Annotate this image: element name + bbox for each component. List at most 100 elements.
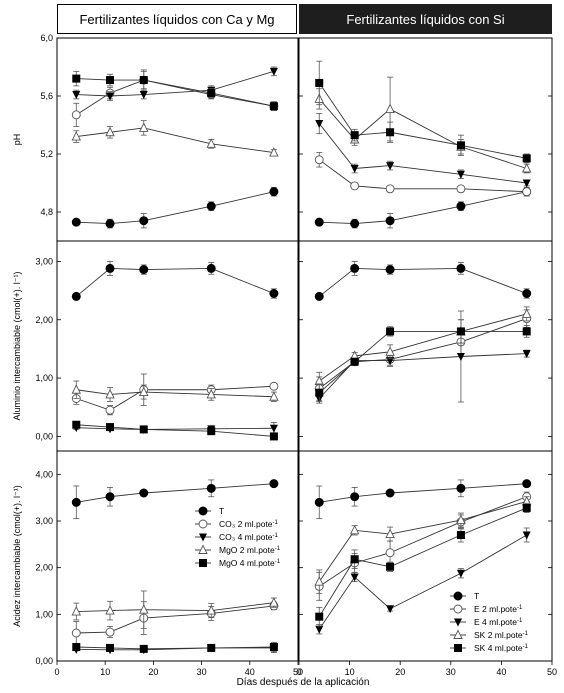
- acid-right-point: [349, 524, 360, 535]
- al-right-point: [385, 265, 395, 275]
- ph-left-point: [269, 67, 278, 76]
- acid-right-frame: [298, 450, 553, 662]
- acid-right-point: [522, 503, 531, 512]
- ph-right-point: [314, 155, 324, 165]
- al-left-ylabel: Aluminio intercambiable (cmol(+). l⁻¹): [12, 271, 22, 420]
- acid-left-point: [105, 627, 115, 637]
- ph-left-point: [71, 110, 81, 120]
- al-left-ytick-label: 1,00: [35, 373, 53, 383]
- acid-right-series-line: [318, 534, 527, 630]
- al-left-series-line: [75, 267, 275, 297]
- ph-right-point: [315, 120, 324, 129]
- al-left-point: [207, 427, 216, 436]
- ph-left-point: [72, 74, 81, 83]
- al-right-point: [314, 291, 324, 301]
- legend-right-label-sup: -1: [523, 644, 529, 650]
- acid-left-frame: [56, 450, 299, 662]
- al-left-point: [139, 425, 148, 434]
- legend-right-label: SK 4 ml.pote-1: [474, 643, 529, 653]
- al-right-point: [350, 357, 359, 366]
- ph-right-frame: [298, 37, 553, 242]
- ph-right-point: [456, 184, 466, 194]
- acid-right-series-line: [318, 500, 527, 582]
- acid-right-point: [386, 562, 395, 571]
- acid-left-point: [106, 643, 115, 652]
- al-right-frame: [298, 240, 553, 452]
- ph-right-point: [314, 217, 324, 227]
- acid-left-ytick-label: 0,00: [35, 656, 53, 666]
- ph-left-point: [139, 76, 148, 85]
- al-left-point: [269, 424, 278, 433]
- al-right-series-line: [318, 353, 527, 399]
- ph-left-ytick-label: 5,6: [40, 91, 53, 101]
- legend-left-sample-marker: [199, 533, 207, 542]
- legend-left-label-sup: -1: [275, 559, 281, 565]
- legend-left-label-sup: -1: [273, 520, 279, 526]
- legend-right-label: T: [474, 591, 479, 601]
- acid-right-point: [385, 548, 395, 558]
- acid-left-point: [72, 643, 81, 651]
- legend-left-label: CO₃ 4 ml.pote-1: [219, 532, 279, 542]
- ph-left-point: [105, 126, 115, 137]
- al-left-ytick-label: 3,00: [35, 256, 53, 266]
- legend-left-label: MgO 4 ml.pote-1: [219, 558, 281, 568]
- header-right: Fertilizantes líquidos con Si: [299, 4, 552, 34]
- acid-left-xtick-label: 50: [293, 667, 303, 677]
- al-left-point: [72, 420, 81, 429]
- ph-right-series-line: [318, 98, 527, 169]
- al-left-point: [269, 391, 279, 401]
- acid-right-xtick-label: 30: [446, 667, 456, 677]
- ph-right-point: [522, 154, 531, 163]
- al-left-point: [269, 289, 279, 298]
- ph-right-point: [522, 187, 532, 197]
- al-left-point: [106, 423, 115, 432]
- al-left-point: [71, 291, 81, 301]
- ph-left-series-line: [76, 191, 275, 225]
- al-right-point: [456, 263, 466, 273]
- legend-right-sample-marker: [454, 618, 462, 627]
- acid-right-point: [315, 612, 324, 621]
- ph-left-series-line: [76, 79, 274, 116]
- ph-right-point: [350, 219, 360, 229]
- legend-right-label-sup: -1: [517, 618, 523, 624]
- acid-right-point: [456, 569, 465, 578]
- acid-left-series-line: [76, 602, 274, 612]
- ph-left-ylabel: pH: [12, 134, 22, 146]
- acid-right-point: [385, 528, 395, 539]
- legend-left-sample-marker: [198, 519, 208, 529]
- acid-left-point: [206, 605, 216, 615]
- acid-right-point: [456, 483, 466, 493]
- header-right-label: Fertilizantes líquidos con Si: [346, 11, 505, 27]
- acid-right-xtick-label: 10: [345, 667, 355, 677]
- al-left-point: [139, 265, 149, 275]
- acid-left-point: [139, 604, 149, 614]
- acid-right-point: [314, 576, 324, 586]
- al-left-point: [105, 405, 115, 415]
- acid-right-point: [456, 531, 465, 539]
- acid-left-point: [207, 643, 216, 652]
- ph-right-point: [385, 103, 395, 114]
- al-right-point: [386, 327, 395, 336]
- al-left-point: [206, 388, 216, 399]
- al-left-ytick-label: 2,00: [35, 315, 53, 325]
- ph-right-point: [315, 78, 324, 87]
- legend-left-label: MgO 2 ml.pote-1: [219, 545, 281, 555]
- legend-right-sample-marker: [453, 629, 463, 639]
- ph-left-ytick-label: 4,8: [40, 207, 53, 217]
- acid-right-xtick-label: 0: [296, 667, 301, 677]
- acid-left-point: [105, 492, 115, 502]
- ph-left-point: [269, 187, 279, 197]
- ph-left-point: [71, 217, 81, 227]
- al-right-series-line: [318, 313, 527, 382]
- acid-left-ytick-label: 3,00: [35, 516, 53, 526]
- al-left-point: [105, 388, 115, 399]
- ph-right-point: [350, 165, 359, 173]
- al-right-point: [522, 350, 531, 359]
- legend-right-label: SK 2 ml.pote-1: [474, 630, 529, 640]
- ph-left-point: [269, 102, 278, 111]
- ph-left-point: [269, 147, 279, 157]
- al-right-point: [521, 308, 532, 318]
- acid-left-ytick-label: 1,00: [35, 609, 53, 619]
- acid-right-point: [385, 488, 395, 498]
